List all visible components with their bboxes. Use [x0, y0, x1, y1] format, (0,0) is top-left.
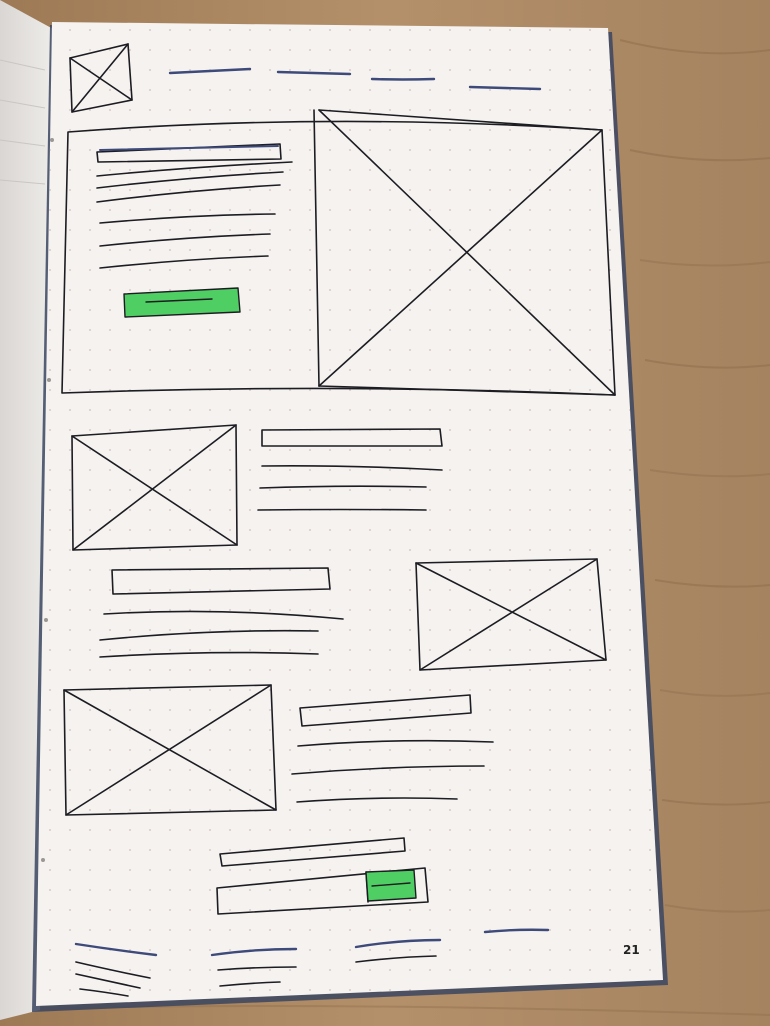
signup-button-sketch: [365, 869, 417, 902]
feature-row-1-sketch: [71, 424, 443, 551]
feature-row-3-sketch: [63, 684, 494, 816]
page-number: 21: [623, 943, 640, 957]
nav-links-sketch: [168, 67, 542, 91]
feature-row-2-sketch: [99, 558, 607, 671]
feature-1-image-placeholder-sketch: [71, 424, 238, 551]
hero-text-lines-sketch: [96, 143, 293, 269]
hero-cta-button-sketch: [123, 287, 241, 318]
signup-input-sketch: [216, 867, 429, 915]
signup-form-sketch: [216, 837, 429, 915]
logo-placeholder-sketch: [69, 43, 133, 113]
signup-heading-sketch: [219, 837, 406, 867]
footer-column-2-sketch: [210, 947, 298, 987]
notebook-page: [36, 22, 663, 1006]
hero-section-sketch: [61, 109, 616, 396]
feature-3-text-lines-sketch: [291, 694, 494, 803]
footer-column-3-sketch: [354, 938, 442, 963]
sketch-header: [69, 43, 542, 113]
feature-3-image-placeholder-sketch: [63, 684, 277, 816]
feature-2-text-lines-sketch: [99, 567, 344, 658]
feature-2-image-placeholder-sketch: [415, 558, 607, 671]
footer-column-1-sketch: [74, 942, 158, 997]
footer-sketch: [74, 928, 550, 997]
hero-image-placeholder-sketch: [313, 109, 616, 396]
footer-column-4-sketch: [483, 928, 550, 934]
feature-1-text-lines-sketch: [257, 428, 443, 511]
wireframe-sketch: [61, 43, 616, 997]
